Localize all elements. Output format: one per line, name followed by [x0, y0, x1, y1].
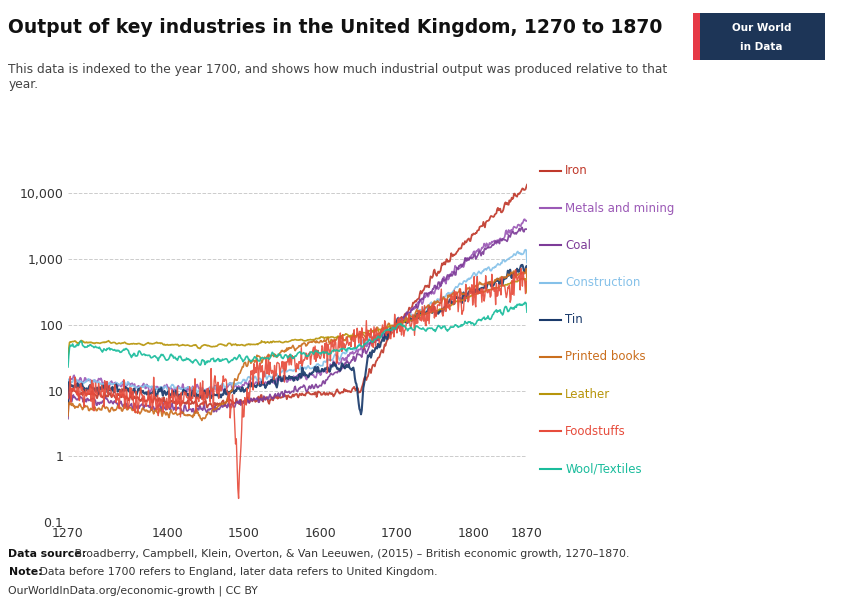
Text: Iron: Iron	[565, 164, 588, 178]
Text: Wool/Textiles: Wool/Textiles	[565, 462, 642, 475]
Text: OurWorldInData.org/economic-growth | CC BY: OurWorldInData.org/economic-growth | CC …	[8, 585, 258, 595]
Text: Metals and mining: Metals and mining	[565, 202, 675, 215]
Text: Leather: Leather	[565, 388, 610, 401]
Text: Foodstuffs: Foodstuffs	[565, 425, 626, 438]
Text: Construction: Construction	[565, 276, 641, 289]
Text: Our World: Our World	[732, 23, 791, 33]
Text: Broadberry, Campbell, Klein, Overton, & Van Leeuwen, (2015) – British economic g: Broadberry, Campbell, Klein, Overton, & …	[71, 549, 629, 559]
Text: This data is indexed to the year 1700, and shows how much industrial output was : This data is indexed to the year 1700, a…	[8, 63, 668, 91]
Text: Coal: Coal	[565, 239, 592, 252]
Text: Note:: Note:	[8, 567, 42, 577]
Text: Data source:: Data source:	[8, 549, 87, 559]
Text: Tin: Tin	[565, 313, 583, 326]
Text: Printed books: Printed books	[565, 350, 646, 364]
Text: Output of key industries in the United Kingdom, 1270 to 1870: Output of key industries in the United K…	[8, 18, 663, 37]
Text: Data before 1700 refers to England, later data refers to United Kingdom.: Data before 1700 refers to England, late…	[36, 567, 437, 577]
Text: in Data: in Data	[740, 42, 783, 52]
